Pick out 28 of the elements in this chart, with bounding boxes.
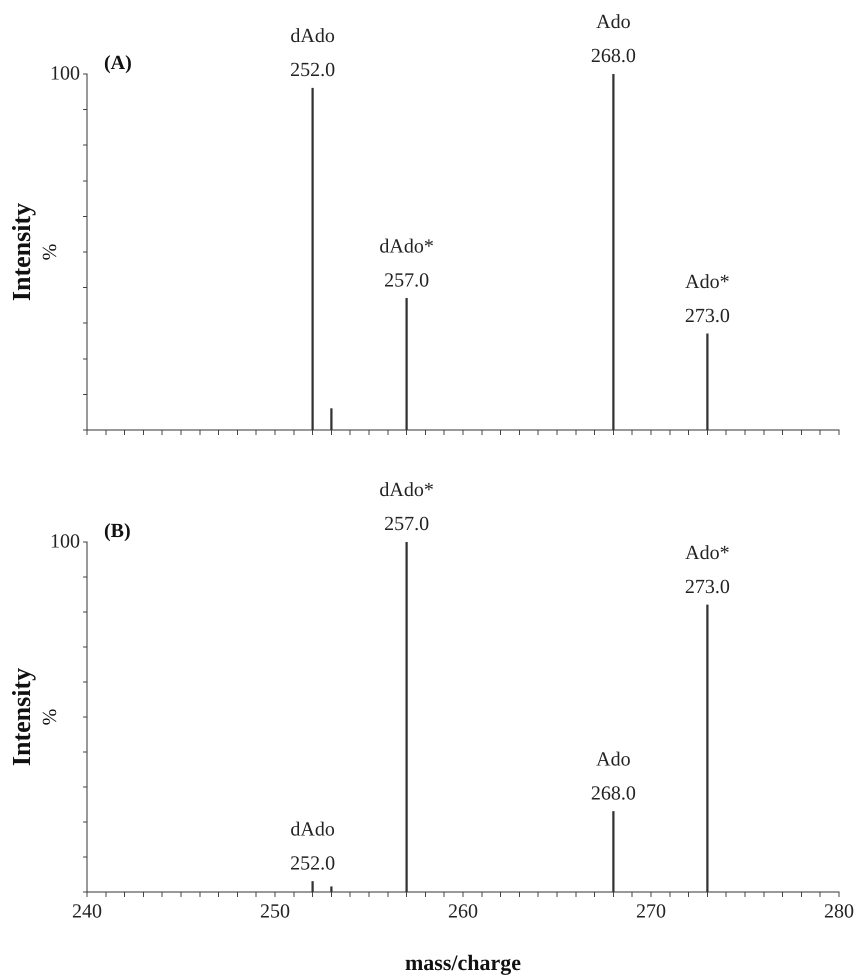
annotation: 252.0 [290, 59, 336, 82]
annotation: Ado* [685, 270, 730, 293]
annotation: 257.0 [384, 269, 430, 292]
annotation: dAdo* [379, 479, 434, 501]
annotation: dAdo [290, 818, 335, 840]
annotation: 252.0 [290, 852, 336, 874]
chart-title: (A) [104, 52, 132, 74]
x-tick-label: 280 [824, 900, 854, 922]
annotation: Ado* [685, 542, 730, 564]
annotation: 273.0 [684, 304, 730, 327]
annotation: 257.0 [384, 513, 430, 535]
annotation: 268.0 [590, 782, 636, 804]
x-tick-label: 240 [72, 900, 102, 922]
annotation: dAdo* [379, 235, 434, 258]
annotation: dAdo [290, 25, 335, 48]
x-tick-label: 260 [448, 900, 478, 922]
annotation: 273.0 [684, 576, 730, 598]
y-axis-title: Intensity % [7, 668, 61, 766]
annotation: 268.0 [590, 45, 636, 67]
y-axis-title: Intensity % [7, 202, 61, 302]
x-tick-label: 270 [636, 900, 666, 922]
chart-title: (B) [104, 520, 131, 542]
y-tick-label: 100 [50, 62, 80, 84]
y-tick-label: 100 [50, 530, 80, 552]
annotation: Ado [596, 748, 631, 770]
x-tick-label: 250 [260, 900, 290, 922]
annotation: Ado [596, 11, 631, 33]
x-axis-title: mass/charge [404, 950, 522, 975]
